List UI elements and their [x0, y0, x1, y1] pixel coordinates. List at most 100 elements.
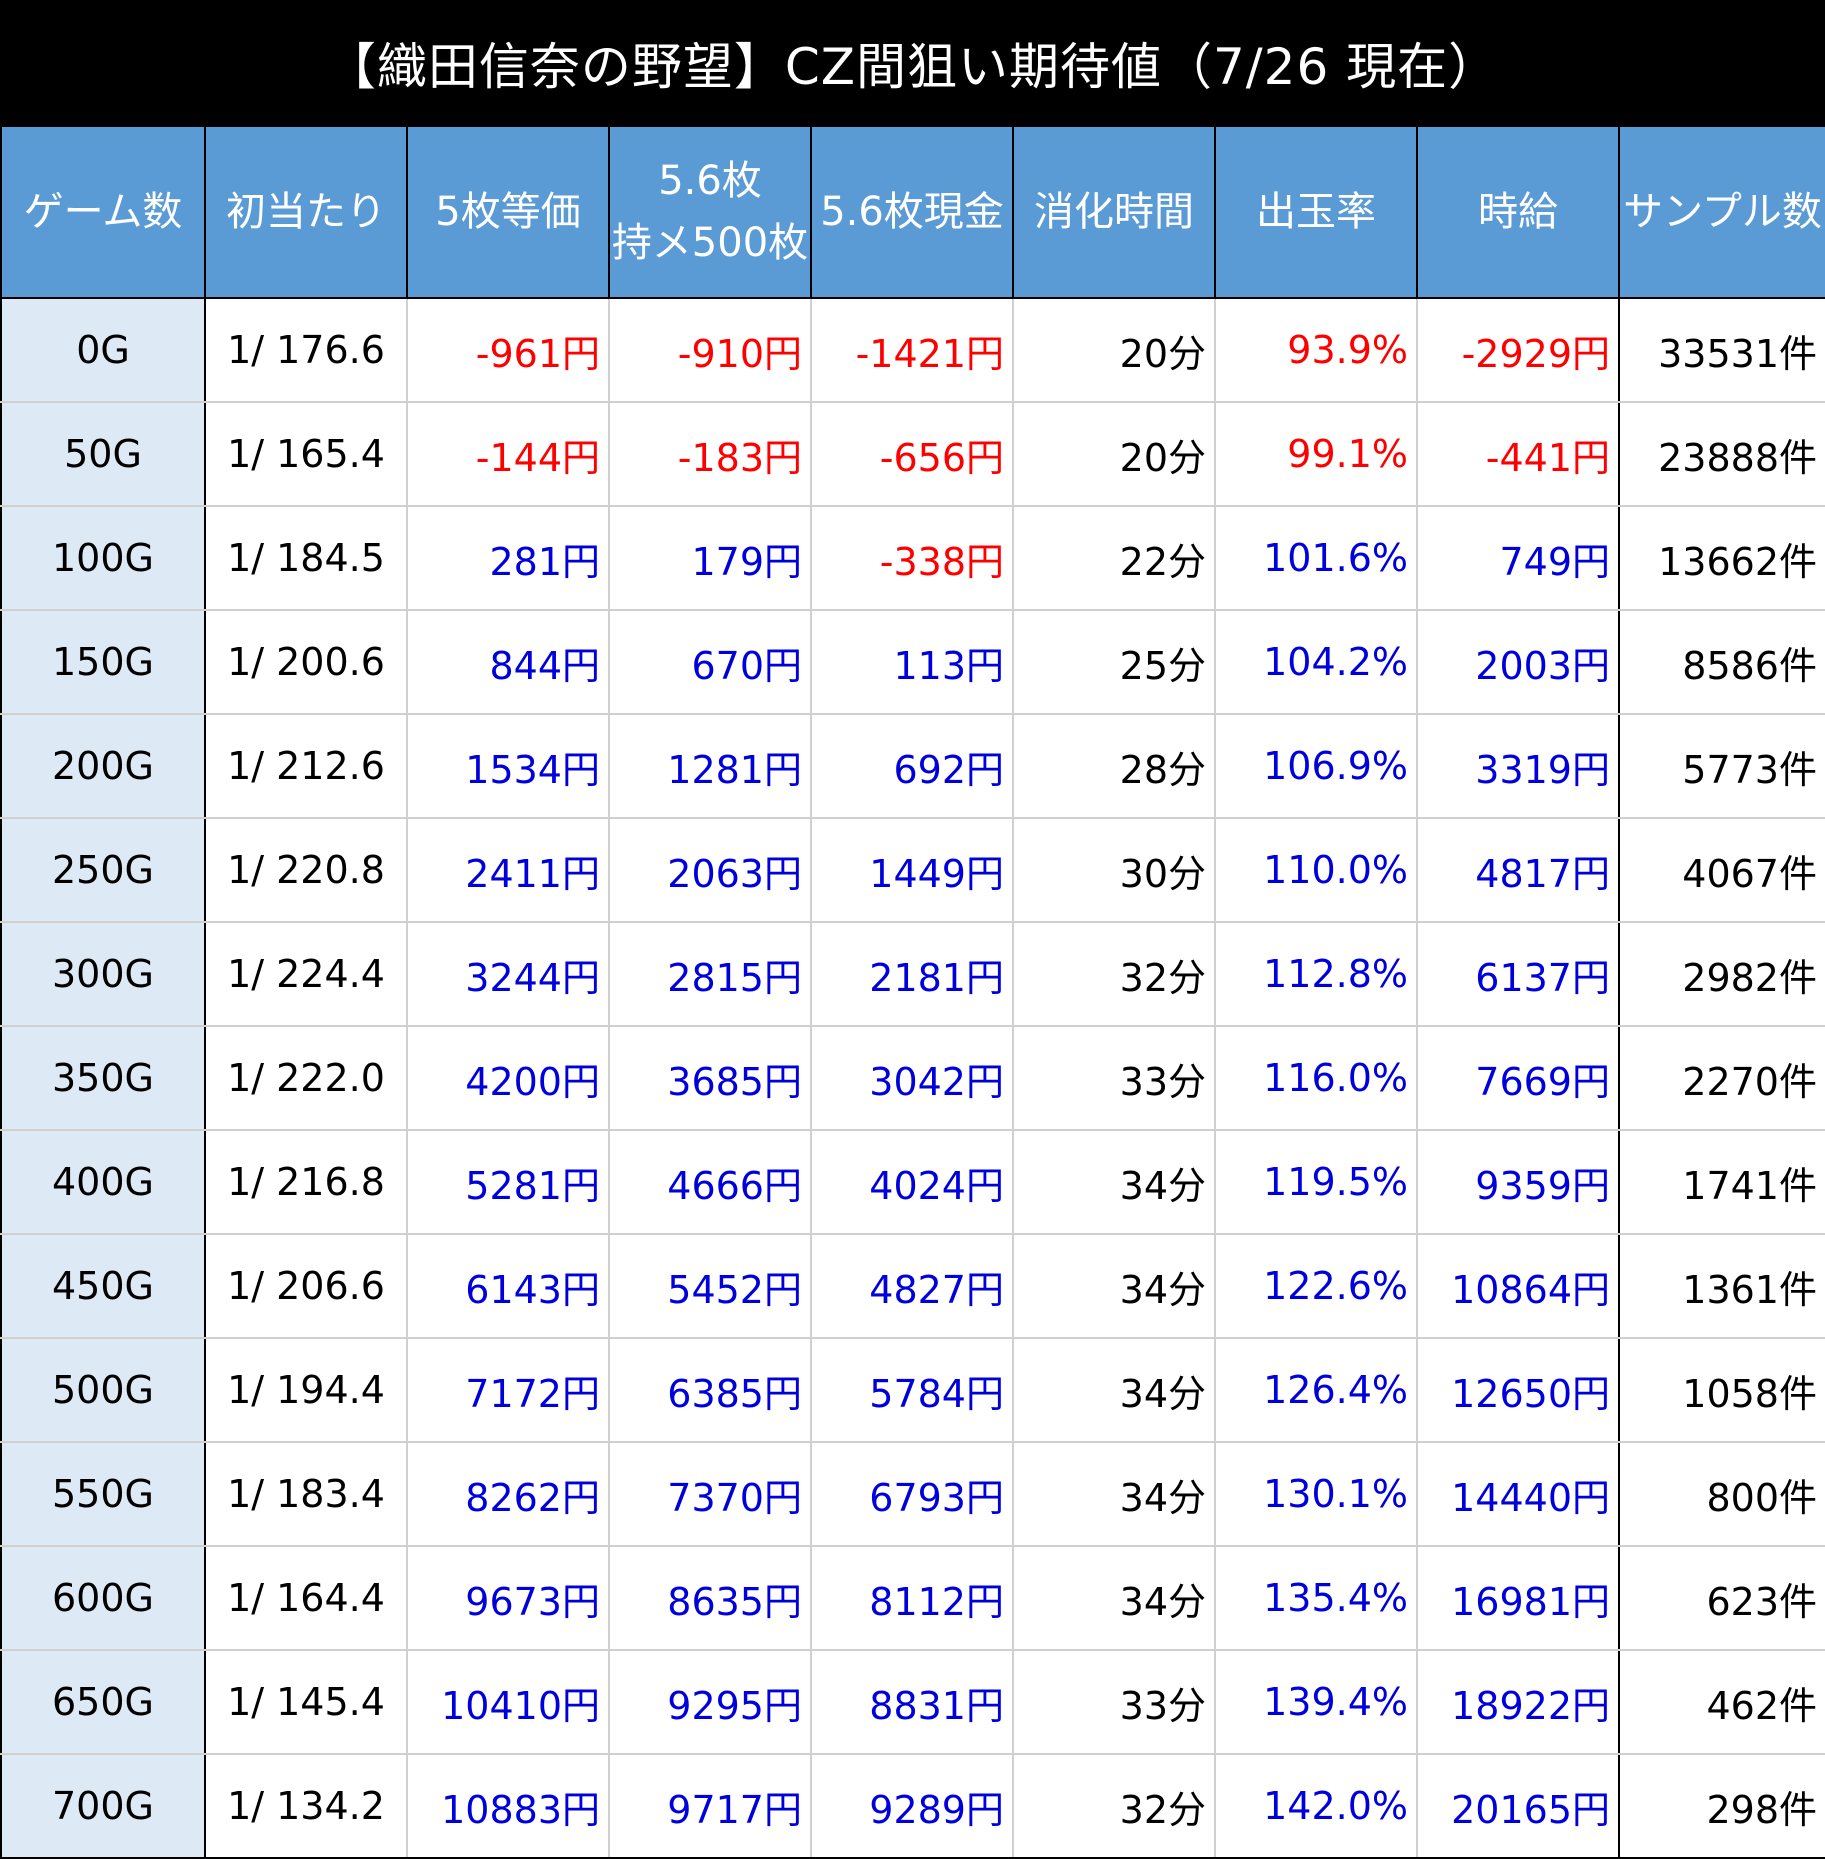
cell-payout-rate: 126.4%	[1214, 1338, 1417, 1443]
cell-5-coin-equal: 10883円	[406, 1754, 609, 1859]
header-hold-line-2: 持メ500枚	[611, 220, 809, 266]
cell-5-coin-equal: 4200円	[406, 1026, 609, 1131]
cell-hourly-wage: 3319円	[1416, 714, 1619, 819]
cell-payout-rate: 106.9%	[1214, 714, 1417, 819]
header-hourly-wage: 時給	[1416, 125, 1620, 299]
header-hold-line-1: 5.6枚	[658, 158, 762, 204]
cell-first-hit: 1/ 194.4	[205, 1338, 407, 1443]
header-5-6-coin-hold: 5.6枚 持メ500枚	[608, 125, 812, 299]
header-payout-rate: 出玉率	[1214, 125, 1418, 299]
cell-payout-rate: 122.6%	[1214, 1234, 1417, 1339]
cell-hourly-wage: 4817円	[1416, 818, 1619, 923]
cell-game-count: 450G	[0, 1234, 206, 1339]
cell-payout-rate: 101.6%	[1214, 506, 1417, 611]
cell-play-time: 20分	[1012, 402, 1215, 507]
cell-5-6-coin-cash: 3042円	[810, 1026, 1013, 1131]
cell-payout-rate: 119.5%	[1214, 1130, 1417, 1235]
cell-first-hit: 1/ 184.5	[205, 506, 407, 611]
cell-payout-rate: 139.4%	[1214, 1650, 1417, 1755]
cell-play-time: 25分	[1012, 610, 1215, 715]
table-title: 【織田信奈の野望】CZ間狙い期待値（7/26 現在）	[0, 0, 1825, 125]
cell-payout-rate: 130.1%	[1214, 1442, 1417, 1547]
cell-5-6-coin-hold: 2063円	[608, 818, 811, 923]
cell-5-6-coin-cash: 9289円	[810, 1754, 1013, 1859]
cell-play-time: 20分	[1012, 298, 1215, 403]
cell-first-hit: 1/ 220.8	[205, 818, 407, 923]
cell-hourly-wage: 6137円	[1416, 922, 1619, 1027]
cell-sample-count: 33531件	[1618, 298, 1825, 403]
cell-5-coin-equal: 2411円	[406, 818, 609, 923]
header-play-time: 消化時間	[1012, 125, 1216, 299]
cell-hourly-wage: -441円	[1416, 402, 1619, 507]
cell-play-time: 33分	[1012, 1650, 1215, 1755]
cell-play-time: 28分	[1012, 714, 1215, 819]
cell-5-6-coin-hold: 670円	[608, 610, 811, 715]
cell-sample-count: 1741件	[1618, 1130, 1825, 1235]
cell-game-count: 150G	[0, 610, 206, 715]
table-row: 150G 1/ 200.6 844円 670円 113円 25分 104.2% 2003円 85…	[0, 610, 1825, 715]
table-row: 250G 1/ 220.8 2411円 2063円 1449円 30分 110.0% 4817…	[0, 818, 1825, 923]
cell-5-6-coin-cash: 5784円	[810, 1338, 1013, 1443]
cell-payout-rate: 142.0%	[1214, 1754, 1417, 1859]
cell-play-time: 34分	[1012, 1234, 1215, 1339]
cell-5-coin-equal: 9673円	[406, 1546, 609, 1651]
cell-hourly-wage: 20165円	[1416, 1754, 1619, 1859]
cell-hourly-wage: 10864円	[1416, 1234, 1619, 1339]
cell-game-count: 500G	[0, 1338, 206, 1443]
cell-5-6-coin-hold: 6385円	[608, 1338, 811, 1443]
cell-first-hit: 1/ 165.4	[205, 402, 407, 507]
cell-hourly-wage: -2929円	[1416, 298, 1619, 403]
cell-payout-rate: 135.4%	[1214, 1546, 1417, 1651]
cell-play-time: 34分	[1012, 1130, 1215, 1235]
cell-game-count: 550G	[0, 1442, 206, 1547]
cell-sample-count: 23888件	[1618, 402, 1825, 507]
cell-first-hit: 1/ 164.4	[205, 1546, 407, 1651]
header-sample-count: サンプル数	[1618, 125, 1825, 299]
cell-sample-count: 5773件	[1618, 714, 1825, 819]
cell-game-count: 400G	[0, 1130, 206, 1235]
cell-game-count: 600G	[0, 1546, 206, 1651]
cell-play-time: 32分	[1012, 922, 1215, 1027]
cell-5-coin-equal: 6143円	[406, 1234, 609, 1339]
table-row: 650G 1/ 145.4 10410円 9295円 8831円 33分 139.4% 189…	[0, 1650, 1825, 1755]
cell-5-6-coin-cash: 692円	[810, 714, 1013, 819]
cell-5-6-coin-hold: 4666円	[608, 1130, 811, 1235]
cell-payout-rate: 99.1%	[1214, 402, 1417, 507]
table-row: 550G 1/ 183.4 8262円 7370円 6793円 34分 130.1% 1444…	[0, 1442, 1825, 1547]
cell-hourly-wage: 12650円	[1416, 1338, 1619, 1443]
cell-hourly-wage: 9359円	[1416, 1130, 1619, 1235]
cell-game-count: 200G	[0, 714, 206, 819]
expected-value-table: ゲーム数 初当たり 5枚等価 5.6枚 持メ500枚 5.6枚現金 消化時間 出…	[0, 125, 1825, 1859]
cell-play-time: 32分	[1012, 1754, 1215, 1859]
cell-5-6-coin-cash: -656円	[810, 402, 1013, 507]
cell-game-count: 0G	[0, 298, 206, 403]
cell-5-6-coin-hold: 3685円	[608, 1026, 811, 1131]
cell-first-hit: 1/ 200.6	[205, 610, 407, 715]
cell-5-6-coin-hold: 9717円	[608, 1754, 811, 1859]
cell-5-coin-equal: 5281円	[406, 1130, 609, 1235]
table-row: 700G 1/ 134.2 10883円 9717円 9289円 32分 142.0% 201…	[0, 1754, 1825, 1859]
cell-5-coin-equal: 7172円	[406, 1338, 609, 1443]
cell-game-count: 250G	[0, 818, 206, 923]
cell-5-coin-equal: 844円	[406, 610, 609, 715]
cell-5-6-coin-hold: 7370円	[608, 1442, 811, 1547]
cell-payout-rate: 112.8%	[1214, 922, 1417, 1027]
table-row: 100G 1/ 184.5 281円 179円 -338円 22分 101.6% 749円 13…	[0, 506, 1825, 611]
cell-first-hit: 1/ 224.4	[205, 922, 407, 1027]
cell-5-6-coin-hold: 179円	[608, 506, 811, 611]
cell-5-6-coin-hold: 2815円	[608, 922, 811, 1027]
cell-5-6-coin-cash: 8112円	[810, 1546, 1013, 1651]
table-row: 450G 1/ 206.6 6143円 5452円 4827円 34分 122.6% 1086…	[0, 1234, 1825, 1339]
cell-payout-rate: 104.2%	[1214, 610, 1417, 715]
cell-first-hit: 1/ 176.6	[205, 298, 407, 403]
cell-hourly-wage: 16981円	[1416, 1546, 1619, 1651]
cell-hourly-wage: 14440円	[1416, 1442, 1619, 1547]
cell-sample-count: 800件	[1618, 1442, 1825, 1547]
cell-5-coin-equal: 10410円	[406, 1650, 609, 1755]
cell-first-hit: 1/ 183.4	[205, 1442, 407, 1547]
cell-sample-count: 1361件	[1618, 1234, 1825, 1339]
cell-5-6-coin-cash: 8831円	[810, 1650, 1013, 1755]
cell-sample-count: 8586件	[1618, 610, 1825, 715]
cell-payout-rate: 93.9%	[1214, 298, 1417, 403]
